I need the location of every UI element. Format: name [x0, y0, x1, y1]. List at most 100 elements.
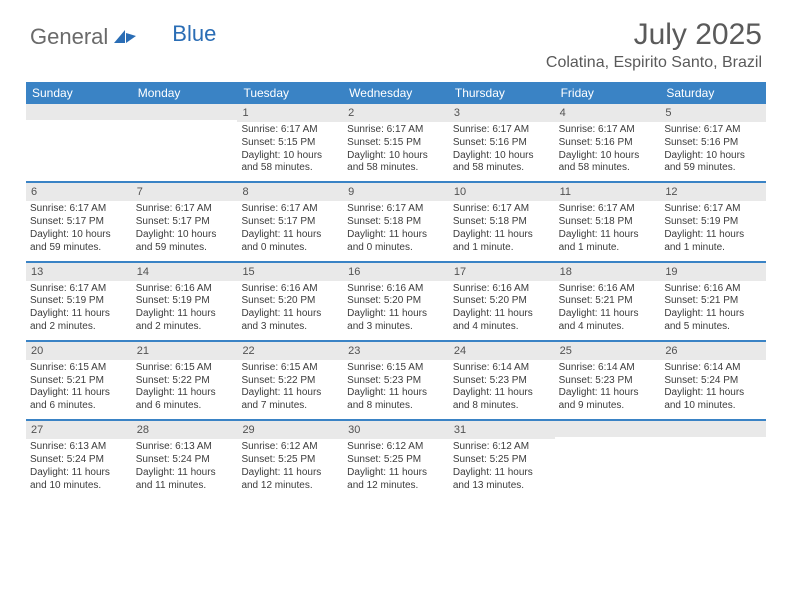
week-row: 20Sunrise: 6:15 AMSunset: 5:21 PMDayligh… [26, 342, 766, 421]
sunset-text: Sunset: 5:18 PM [347, 216, 445, 229]
day-cell: 12Sunrise: 6:17 AMSunset: 5:19 PMDayligh… [660, 183, 766, 260]
sunrise-text: Sunrise: 6:13 AM [136, 441, 234, 454]
day-cell: 1Sunrise: 6:17 AMSunset: 5:15 PMDaylight… [237, 104, 343, 181]
day-cell: 14Sunrise: 6:16 AMSunset: 5:19 PMDayligh… [132, 263, 238, 340]
daylight-text: Daylight: 11 hours and 8 minutes. [347, 387, 445, 413]
sunrise-text: Sunrise: 6:17 AM [559, 203, 657, 216]
daylight-text: Daylight: 11 hours and 12 minutes. [347, 467, 445, 493]
day-number: 14 [132, 263, 238, 281]
day-header: Saturday [660, 82, 766, 104]
sunset-text: Sunset: 5:23 PM [559, 375, 657, 388]
day-number: 25 [555, 342, 661, 360]
day-header: Monday [132, 82, 238, 104]
sunrise-text: Sunrise: 6:17 AM [241, 124, 339, 137]
day-number: 7 [132, 183, 238, 201]
day-number: 26 [660, 342, 766, 360]
day-details: Sunrise: 6:12 AMSunset: 5:25 PMDaylight:… [449, 439, 555, 498]
day-details: Sunrise: 6:16 AMSunset: 5:21 PMDaylight:… [660, 281, 766, 340]
sunrise-text: Sunrise: 6:16 AM [664, 283, 762, 296]
sunset-text: Sunset: 5:25 PM [453, 454, 551, 467]
day-cell: 10Sunrise: 6:17 AMSunset: 5:18 PMDayligh… [449, 183, 555, 260]
daylight-text: Daylight: 11 hours and 1 minute. [453, 229, 551, 255]
sunrise-text: Sunrise: 6:16 AM [241, 283, 339, 296]
day-cell: 26 Sunrise: 6:14 AMSunset: 5:24 PMDayligh… [660, 342, 766, 419]
day-details: Sunrise: 6:17 AMSunset: 5:17 PMDaylight:… [132, 201, 238, 260]
daylight-text: Daylight: 10 hours and 58 minutes. [559, 150, 657, 176]
sunset-text: Sunset: 5:25 PM [241, 454, 339, 467]
sunrise-text: Sunrise: 6:17 AM [664, 124, 762, 137]
day-header-row: SundayMondayTuesdayWednesdayThursdayFrid… [26, 82, 766, 104]
sunset-text: Sunset: 5:20 PM [241, 295, 339, 308]
sunrise-text: Sunrise: 6:17 AM [241, 203, 339, 216]
sunrise-text: Sunrise: 6:15 AM [347, 362, 445, 375]
sunrise-text: Sunrise: 6:14 AM [664, 362, 762, 375]
day-number: 12 [660, 183, 766, 201]
day-details: Sunrise: 6:17 AMSunset: 5:17 PMDaylight:… [237, 201, 343, 260]
sunset-text: Sunset: 5:19 PM [136, 295, 234, 308]
header: General Blue July 2025 Colatina, Espirit… [0, 0, 792, 78]
sunrise-text: Sunrise: 6:15 AM [241, 362, 339, 375]
brand-word-2: Blue [172, 21, 216, 47]
day-details: Sunrise: 6:17 AMSunset: 5:19 PMDaylight:… [26, 281, 132, 340]
day-cell: 20Sunrise: 6:15 AMSunset: 5:21 PMDayligh… [26, 342, 132, 419]
day-number: 3 [449, 104, 555, 122]
sunrise-text: Sunrise: 6:17 AM [347, 203, 445, 216]
day-header: Tuesday [237, 82, 343, 104]
day-cell: 2Sunrise: 6:17 AMSunset: 5:15 PMDaylight… [343, 104, 449, 181]
day-details: Sunrise: 6:17 AMSunset: 5:16 PMDaylight:… [449, 122, 555, 181]
sunset-text: Sunset: 5:20 PM [347, 295, 445, 308]
day-cell: 8Sunrise: 6:17 AMSunset: 5:17 PMDaylight… [237, 183, 343, 260]
day-number: 23 [343, 342, 449, 360]
daylight-text: Daylight: 11 hours and 1 minute. [559, 229, 657, 255]
sunset-text: Sunset: 5:15 PM [241, 137, 339, 150]
day-details: Sunrise: 6:16 AMSunset: 5:21 PMDaylight:… [555, 281, 661, 340]
sunrise-text: Sunrise: 6:14 AM [559, 362, 657, 375]
daylight-text: Daylight: 10 hours and 59 minutes. [664, 150, 762, 176]
sunset-text: Sunset: 5:17 PM [30, 216, 128, 229]
day-number: 8 [237, 183, 343, 201]
sunrise-text: Sunrise: 6:16 AM [347, 283, 445, 296]
day-header: Thursday [449, 82, 555, 104]
day-number: 19 [660, 263, 766, 281]
sunrise-text: Sunrise: 6:16 AM [453, 283, 551, 296]
day-header: Friday [555, 82, 661, 104]
day-details: Sunrise: 6:17 AMSunset: 5:16 PMDaylight:… [555, 122, 661, 181]
day-details: Sunrise: 6:12 AMSunset: 5:25 PMDaylight:… [237, 439, 343, 498]
day-number: 10 [449, 183, 555, 201]
day-number [555, 421, 661, 437]
day-cell [555, 421, 661, 498]
day-number [132, 104, 238, 120]
day-details: Sunrise: 6:15 AMSunset: 5:21 PMDaylight:… [26, 360, 132, 419]
sunset-text: Sunset: 5:19 PM [30, 295, 128, 308]
sunset-text: Sunset: 5:24 PM [664, 375, 762, 388]
day-number: 31 [449, 421, 555, 439]
day-details: Sunrise: 6:15 AMSunset: 5:22 PMDaylight:… [237, 360, 343, 419]
calendar-grid: SundayMondayTuesdayWednesdayThursdayFrid… [26, 82, 766, 498]
day-cell [660, 421, 766, 498]
daylight-text: Daylight: 10 hours and 59 minutes. [136, 229, 234, 255]
day-number: 9 [343, 183, 449, 201]
sunrise-text: Sunrise: 6:12 AM [453, 441, 551, 454]
sunrise-text: Sunrise: 6:17 AM [664, 203, 762, 216]
day-cell: 21Sunrise: 6:15 AMSunset: 5:22 PMDayligh… [132, 342, 238, 419]
day-details: Sunrise: 6:17 AMSunset: 5:18 PMDaylight:… [449, 201, 555, 260]
day-cell: 7Sunrise: 6:17 AMSunset: 5:17 PMDaylight… [132, 183, 238, 260]
sunset-text: Sunset: 5:17 PM [136, 216, 234, 229]
day-number: 29 [237, 421, 343, 439]
daylight-text: Daylight: 11 hours and 10 minutes. [664, 387, 762, 413]
day-number: 5 [660, 104, 766, 122]
day-header: Sunday [26, 82, 132, 104]
day-cell: 15Sunrise: 6:16 AMSunset: 5:20 PMDayligh… [237, 263, 343, 340]
day-number: 1 [237, 104, 343, 122]
daylight-text: Daylight: 10 hours and 58 minutes. [347, 150, 445, 176]
day-cell: 29Sunrise: 6:12 AMSunset: 5:25 PMDayligh… [237, 421, 343, 498]
day-details: Sunrise: 6:16 AMSunset: 5:20 PMDaylight:… [449, 281, 555, 340]
daylight-text: Daylight: 11 hours and 2 minutes. [136, 308, 234, 334]
sunset-text: Sunset: 5:16 PM [453, 137, 551, 150]
sunset-text: Sunset: 5:16 PM [559, 137, 657, 150]
day-cell: 11Sunrise: 6:17 AMSunset: 5:18 PMDayligh… [555, 183, 661, 260]
day-number: 30 [343, 421, 449, 439]
sunrise-text: Sunrise: 6:17 AM [136, 203, 234, 216]
day-number: 18 [555, 263, 661, 281]
day-details: Sunrise: 6:17 AMSunset: 5:15 PMDaylight:… [343, 122, 449, 181]
